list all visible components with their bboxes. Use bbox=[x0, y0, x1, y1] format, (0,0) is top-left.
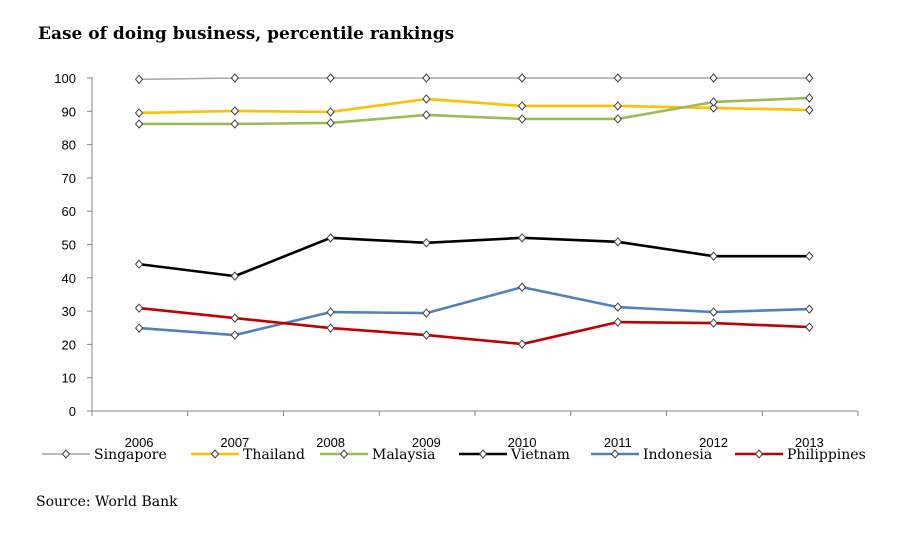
data-point-vietnam bbox=[326, 233, 335, 243]
x-tick-label: 2012 bbox=[699, 435, 728, 450]
chart-title: Ease of doing business, percentile ranki… bbox=[38, 24, 455, 44]
x-tick-label: 2009 bbox=[412, 435, 441, 450]
data-point-thailand bbox=[517, 101, 527, 111]
y-tick-label: 0 bbox=[69, 404, 76, 419]
data-point-vietnam bbox=[422, 238, 431, 248]
legend-marker-thailand bbox=[210, 449, 220, 459]
y-tick-label: 90 bbox=[62, 104, 76, 119]
data-point-philippines bbox=[805, 322, 814, 332]
data-point-singapore bbox=[613, 73, 622, 83]
data-point-indonesia bbox=[230, 330, 239, 340]
data-point-singapore bbox=[805, 73, 814, 83]
data-point-malaysia bbox=[422, 110, 431, 120]
data-point-philippines bbox=[709, 318, 718, 328]
data-point-malaysia bbox=[326, 118, 335, 128]
data-point-thailand bbox=[709, 103, 718, 113]
x-tick-label: 2006 bbox=[125, 435, 154, 450]
data-point-malaysia bbox=[805, 93, 814, 103]
data-point-vietnam bbox=[517, 233, 527, 243]
data-point-thailand bbox=[134, 108, 144, 118]
legend-label-indonesia: Indonesia bbox=[643, 447, 712, 463]
legend-marker-indonesia bbox=[610, 449, 620, 459]
y-tick-label: 100 bbox=[54, 71, 76, 86]
y-tick-label: 40 bbox=[62, 271, 76, 286]
data-point-indonesia bbox=[613, 302, 622, 312]
data-point-thailand bbox=[326, 107, 335, 117]
data-point-indonesia bbox=[517, 282, 527, 292]
data-point-philippines bbox=[230, 313, 239, 323]
y-tick-label: 50 bbox=[62, 238, 76, 253]
data-point-indonesia bbox=[709, 307, 718, 317]
data-point-vietnam bbox=[709, 251, 718, 261]
data-point-vietnam bbox=[230, 271, 239, 281]
data-point-singapore bbox=[709, 73, 718, 83]
series-line-thailand bbox=[139, 97, 810, 115]
data-point-malaysia bbox=[230, 119, 239, 129]
y-tick-label: 70 bbox=[62, 171, 76, 186]
data-point-philippines bbox=[613, 317, 622, 327]
data-point-philippines bbox=[422, 330, 431, 340]
data-point-thailand bbox=[422, 94, 431, 104]
series-line-indonesia bbox=[138, 285, 810, 337]
legend-marker-singapore bbox=[61, 449, 71, 459]
legend-label-malaysia: Malaysia bbox=[372, 447, 435, 463]
data-point-thailand bbox=[230, 106, 239, 116]
y-tick-label: 60 bbox=[62, 204, 76, 219]
data-point-philippines bbox=[517, 339, 527, 349]
data-point-indonesia bbox=[326, 307, 335, 317]
y-tick-label: 30 bbox=[62, 304, 76, 319]
legend-marker-philippines bbox=[754, 449, 764, 459]
legend-marker-vietnam bbox=[478, 449, 488, 459]
data-point-vietnam bbox=[613, 237, 622, 247]
data-point-singapore bbox=[230, 73, 239, 83]
data-point-philippines bbox=[134, 303, 144, 313]
y-tick-label: 10 bbox=[62, 371, 76, 386]
x-tick-label: 2013 bbox=[795, 435, 824, 450]
series-line-singapore bbox=[139, 77, 810, 81]
source-note: Source: World Bank bbox=[36, 494, 178, 510]
x-tick-label: 2010 bbox=[508, 435, 537, 450]
legend-label-vietnam: Vietnam bbox=[510, 447, 570, 463]
data-point-philippines bbox=[326, 323, 335, 333]
data-point-malaysia bbox=[134, 119, 144, 129]
data-point-malaysia bbox=[709, 97, 718, 107]
data-point-singapore bbox=[422, 73, 431, 83]
y-tick-label: 20 bbox=[62, 337, 76, 352]
data-point-indonesia bbox=[134, 323, 144, 333]
data-point-indonesia bbox=[805, 304, 814, 314]
legend-marker-malaysia bbox=[339, 449, 349, 459]
data-point-singapore bbox=[134, 74, 144, 85]
series-line-vietnam bbox=[138, 236, 810, 278]
legend-label-singapore: Singapore bbox=[94, 447, 167, 463]
data-point-malaysia bbox=[613, 114, 622, 124]
data-point-singapore bbox=[326, 73, 335, 83]
data-point-thailand bbox=[613, 101, 622, 111]
series-line-malaysia bbox=[139, 96, 810, 126]
y-tick-label: 80 bbox=[62, 138, 76, 153]
x-tick-label: 2011 bbox=[604, 435, 632, 450]
data-point-vietnam bbox=[134, 259, 144, 269]
data-point-indonesia bbox=[422, 308, 431, 318]
x-tick-label: 2008 bbox=[316, 435, 345, 450]
data-point-singapore bbox=[517, 73, 527, 83]
data-point-malaysia bbox=[517, 114, 527, 124]
data-point-thailand bbox=[805, 105, 814, 115]
legend-label-philippines: Philippines bbox=[787, 447, 866, 463]
legend-label-thailand: Thailand bbox=[243, 447, 305, 463]
data-point-vietnam bbox=[805, 251, 814, 261]
x-tick-label: 2007 bbox=[220, 435, 249, 450]
series-line-philippines bbox=[138, 306, 810, 346]
